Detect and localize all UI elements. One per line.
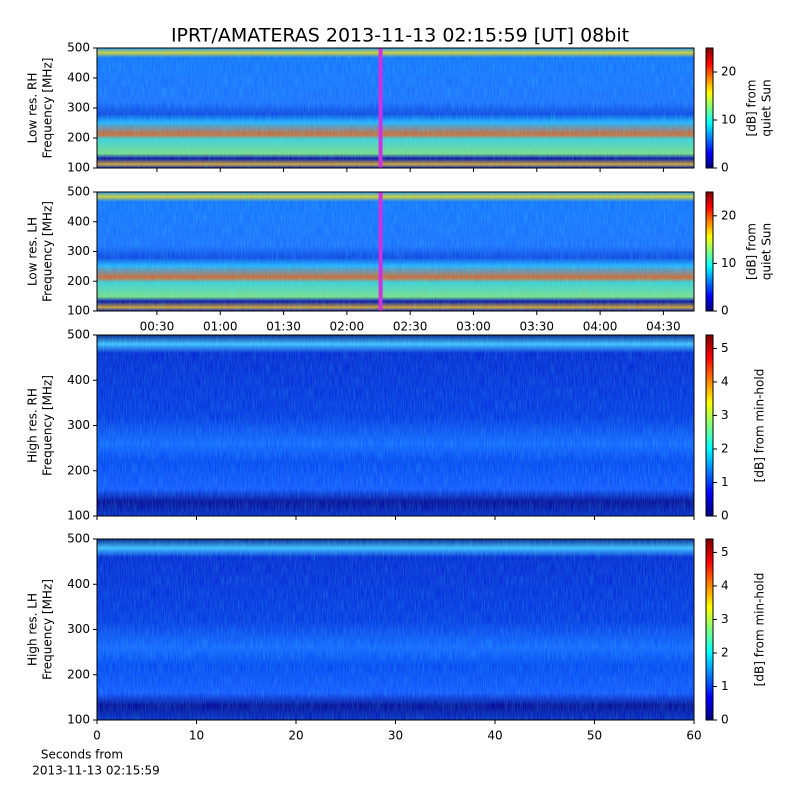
y-tick-label: 100 <box>67 304 90 318</box>
spectrogram-texture <box>97 335 694 516</box>
y-axis-label: High res. RH <box>26 388 40 463</box>
figure-title: IPRT/AMATERAS 2013-11-13 02:15:59 [UT] 0… <box>171 25 629 47</box>
x-tick-label: 0 <box>93 729 101 743</box>
colorbar-tick-label: 5 <box>721 341 729 355</box>
y-tick-label: 400 <box>67 577 90 591</box>
y-tick-label: 300 <box>67 622 90 636</box>
x-tick-label: 01:30 <box>266 320 301 334</box>
colorbar-label: quiet Sun <box>760 223 774 280</box>
colorbar-label: [dB] from min-hold <box>753 573 767 687</box>
colorbar <box>705 191 714 312</box>
y-tick-label: 500 <box>67 532 90 546</box>
y-axis-label: High res. LH <box>26 593 40 666</box>
colorbar-tick-label: 0 <box>721 304 729 318</box>
colorbar-label: [dB] from min-hold <box>753 369 767 483</box>
x-axis-label: Seconds from <box>41 748 123 762</box>
colorbar-tick-label: 10 <box>721 256 736 270</box>
x-tick-label: 02:30 <box>393 320 428 334</box>
colorbar-tick-label: 2 <box>721 441 729 455</box>
x-tick-label: 02:00 <box>330 320 365 334</box>
spectrogram-texture <box>97 48 694 168</box>
y-tick-label: 400 <box>67 71 90 85</box>
colorbar-tick-label: 20 <box>721 65 736 79</box>
colorbar-tick-label: 20 <box>721 208 736 222</box>
y-axis-label: Frequency [MHz] <box>41 58 55 159</box>
y-axis-label: Low res. RH <box>26 73 40 144</box>
y-tick-label: 200 <box>67 131 90 145</box>
colorbar <box>705 538 714 721</box>
y-tick-label: 300 <box>67 418 90 432</box>
x-tick-label: 04:30 <box>646 320 681 334</box>
y-axis-label: Frequency [MHz] <box>41 579 55 680</box>
spectrogram-texture <box>97 192 694 311</box>
colorbar-label: [dB] from <box>745 223 759 280</box>
y-tick-label: 500 <box>67 328 90 342</box>
y-tick-label: 500 <box>67 185 90 199</box>
y-tick-label: 100 <box>67 509 90 523</box>
y-axis-label: Frequency [MHz] <box>41 201 55 302</box>
y-tick-label: 200 <box>67 274 90 288</box>
colorbar-tick-label: 0 <box>721 161 729 175</box>
y-tick-label: 400 <box>67 373 90 387</box>
x-tick-label: 00:30 <box>140 320 175 334</box>
y-tick-label: 400 <box>67 214 90 228</box>
x-tick-label: 30 <box>388 729 403 743</box>
x-tick-label: 04:00 <box>583 320 618 334</box>
x-tick-label: 10 <box>189 729 204 743</box>
colorbar-tick-label: 3 <box>721 408 729 422</box>
colorbar <box>705 47 714 169</box>
x-tick-label: 50 <box>587 729 602 743</box>
x-tick-label: 01:00 <box>203 320 238 334</box>
colorbar-tick-label: 4 <box>721 578 729 592</box>
colorbar-label: quiet Sun <box>760 79 774 136</box>
colorbar-tick-label: 2 <box>721 645 729 659</box>
y-tick-label: 500 <box>67 41 90 55</box>
y-axis-label: Low res. LH <box>26 217 40 286</box>
spectrogram-texture <box>97 539 694 720</box>
x-axis-label: 2013-11-13 02:15:59 <box>32 764 159 778</box>
y-tick-label: 300 <box>67 244 90 258</box>
colorbar-tick-label: 0 <box>721 713 729 727</box>
y-tick-label: 300 <box>67 101 90 115</box>
colorbar <box>705 334 714 517</box>
x-tick-label: 03:00 <box>456 320 491 334</box>
y-tick-label: 100 <box>67 161 90 175</box>
colorbar-tick-label: 1 <box>721 475 729 489</box>
y-axis-label: Frequency [MHz] <box>41 375 55 476</box>
colorbar-tick-label: 10 <box>721 113 736 127</box>
x-tick-label: 60 <box>686 729 701 743</box>
x-tick-label: 03:30 <box>519 320 554 334</box>
colorbar-tick-label: 5 <box>721 545 729 559</box>
y-tick-label: 200 <box>67 463 90 477</box>
y-tick-label: 100 <box>67 713 90 727</box>
x-tick-label: 20 <box>288 729 303 743</box>
colorbar-tick-label: 3 <box>721 612 729 626</box>
colorbar-tick-label: 4 <box>721 374 729 388</box>
colorbar-label: [dB] from <box>745 80 759 137</box>
colorbar-tick-label: 0 <box>721 509 729 523</box>
colorbar-tick-label: 1 <box>721 679 729 693</box>
y-tick-label: 200 <box>67 667 90 681</box>
x-tick-label: 40 <box>487 729 502 743</box>
